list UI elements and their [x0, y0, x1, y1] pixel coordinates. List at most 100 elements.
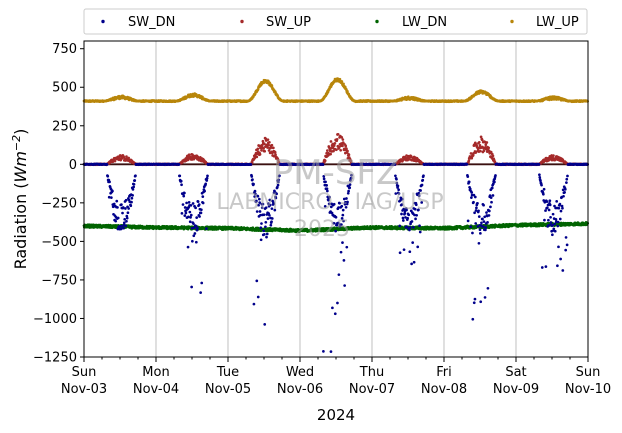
sw-up-point: [482, 149, 486, 153]
grid-lines: [155, 41, 517, 357]
data-marks: [82, 77, 590, 353]
sw-dn-point: [105, 163, 109, 166]
legend-marker-sw-dn: [101, 19, 105, 24]
sw-dn-point: [250, 175, 254, 178]
sw-dn-point: [116, 206, 119, 209]
sw-dn-point: [252, 182, 255, 186]
sw-dn-point: [194, 240, 198, 244]
sw-dn-point: [196, 226, 199, 230]
sw-up-point: [477, 140, 481, 144]
sw-dn-point: [131, 188, 135, 191]
sw-up-point: [326, 149, 329, 152]
sw-dn-point: [193, 232, 197, 235]
sw-dn-point: [129, 204, 133, 208]
sw-dn-point: [124, 198, 128, 202]
sw-dn-point: [125, 219, 128, 223]
sw-up-point: [341, 138, 345, 141]
sw-dn-point: [200, 281, 204, 285]
legend-frame: [83, 8, 588, 35]
sw-dn-point: [125, 216, 129, 220]
sw-up-point: [335, 138, 339, 141]
sw-up-point: [274, 153, 277, 156]
sw-dn-point: [108, 180, 111, 184]
sw-dn-point: [182, 194, 186, 198]
sw-up-point: [341, 144, 344, 148]
sw-dn-point: [115, 199, 119, 203]
sw-up-point: [333, 142, 337, 145]
legend-label-lw-up: LW_UP: [536, 15, 579, 30]
sw-dn-point: [110, 196, 113, 199]
legend-marker-lw-dn: [375, 19, 379, 24]
sw-dn-point: [130, 196, 134, 200]
sw-up-point: [337, 146, 341, 150]
sw-dn-point: [116, 216, 120, 220]
sw-dn-point: [180, 183, 183, 187]
sw-dn-point: [126, 211, 130, 215]
sw-dn-point: [201, 195, 205, 198]
legend-label-lw-dn: LW_DN: [402, 15, 447, 30]
sw-dn-point: [134, 174, 137, 178]
lw-up-point: [340, 80, 344, 83]
sw-up-point: [329, 140, 333, 143]
sw-dn-point: [252, 302, 256, 306]
sw-dn-point: [187, 201, 191, 204]
sw-dn-point: [123, 217, 127, 221]
sw-up-point: [113, 159, 117, 163]
sw-up-point: [347, 153, 351, 157]
sw-up-point: [335, 148, 338, 152]
sw-up-point: [267, 149, 271, 152]
sw-dn-point: [259, 238, 263, 242]
sw-up-point: [346, 149, 349, 153]
sw-up-point: [487, 146, 490, 150]
sw-dn-point: [183, 214, 187, 217]
sw-dn-point: [191, 202, 195, 205]
sw-dn-point: [130, 200, 133, 204]
sw-up-point: [344, 144, 348, 148]
legend-marker-sw-up: [240, 19, 244, 24]
sw-dn-point: [184, 211, 188, 215]
sw-up-point: [339, 148, 343, 152]
sw-up-point: [336, 132, 340, 136]
sw-dn-point: [188, 220, 192, 224]
sw-dn-point: [255, 279, 259, 283]
sw-dn-point: [186, 245, 190, 249]
sw-dn-point: [205, 176, 209, 180]
sw-up-point: [266, 138, 270, 142]
sw-dn-point: [260, 222, 263, 225]
sw-up-point: [125, 155, 128, 158]
sw-dn-point: [133, 179, 137, 182]
sw-dn-point: [185, 201, 188, 205]
sw-dn-point: [199, 291, 202, 294]
sw-dn-point: [122, 226, 125, 230]
sw-dn-point: [132, 185, 136, 189]
legend-marker-lw-up: [510, 19, 514, 24]
sw-dn-point: [181, 203, 185, 206]
sw-up-point: [258, 153, 262, 156]
sw-dn-point: [256, 295, 260, 299]
sw-dn-point: [189, 203, 193, 207]
sw-dn-point: [205, 227, 208, 230]
sw-dn-point: [191, 239, 194, 243]
sw-dn-point: [119, 227, 123, 231]
sw-dn-point: [111, 189, 114, 193]
legend-label-sw-up: SW_UP: [266, 15, 311, 30]
sw-dn-point: [206, 174, 209, 178]
legend-entry-lw-dn: LW_DN: [375, 15, 447, 30]
sw-dn-point: [196, 200, 200, 203]
sw-dn-point: [259, 226, 263, 230]
sw-dn-point: [127, 207, 130, 210]
sw-dn-point: [188, 210, 192, 214]
sw-dn-point: [106, 174, 110, 178]
sw-dn-point: [251, 178, 254, 181]
sw-dn-point: [183, 191, 186, 195]
sw-dn-point: [177, 162, 181, 166]
sw-up-point: [491, 154, 495, 158]
sw-dn-point: [195, 216, 199, 219]
sw-dn-point: [124, 207, 127, 210]
sw-up-point: [332, 144, 336, 148]
sw-dn-point: [131, 193, 134, 197]
sw-up-point: [263, 142, 266, 146]
sw-up-point: [340, 136, 344, 139]
sw-up-point: [127, 156, 130, 160]
